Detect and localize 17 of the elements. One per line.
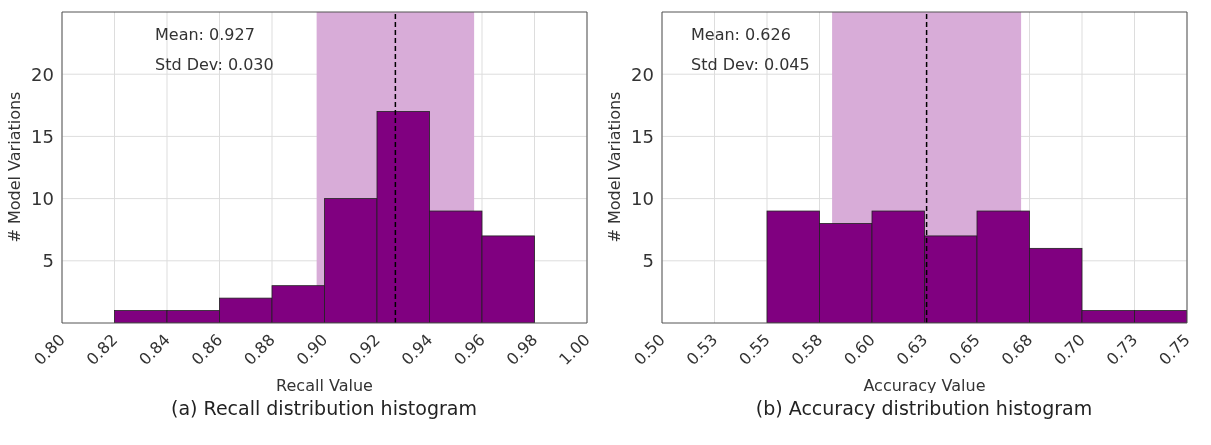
annotation: Std Dev: 0.045 [691,54,810,76]
y-tick-label: 20 [31,63,54,85]
x-axis-title: Recall Value [276,376,373,395]
text: (b) Accuracy distribution histogram [754,397,1094,419]
y-tick-label: 20 [631,63,654,85]
annotation: Std Dev: 0.030 [155,54,274,76]
y-tick-label: 15 [631,125,654,147]
y-tick-label: 15 [31,125,54,147]
y-tick-label: 10 [631,187,654,209]
y-axis-title: # Model Variations [4,91,24,243]
y-tick-label: 5 [642,250,654,272]
annotation: Mean: 0.626 [691,24,792,46]
y-tick-label: 5 [42,250,54,272]
text: (a) Recall distribution histogram [170,397,478,419]
annotation: Mean: 0.927 [155,24,256,46]
y-axis-title: # Model Variations [604,91,624,243]
y-tick-label: 10 [31,187,54,209]
